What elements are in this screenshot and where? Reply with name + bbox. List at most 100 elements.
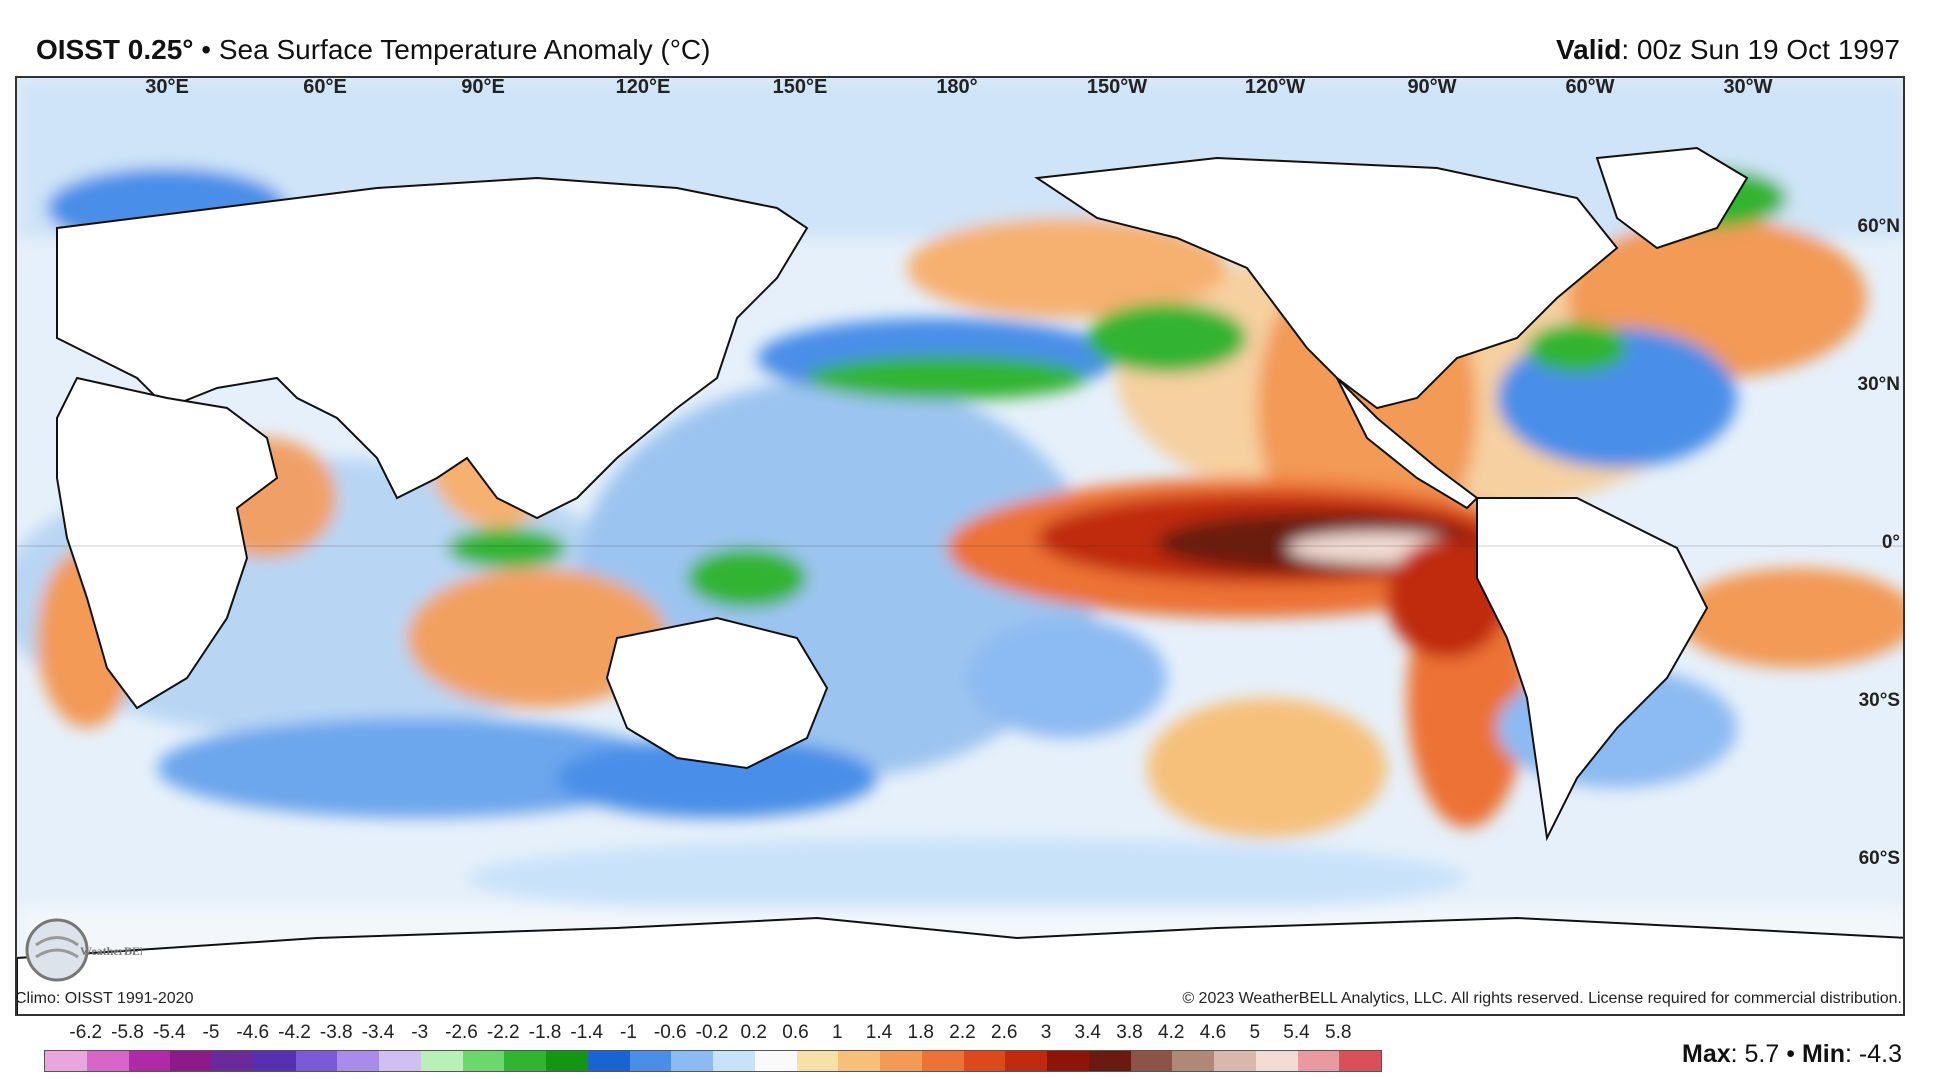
colorbar-swatch [754, 1051, 797, 1071]
colorbar-swatch [796, 1051, 839, 1071]
colorbar-swatch [212, 1051, 254, 1071]
colorbar-tick-label: -6.2 [69, 1022, 103, 1043]
colorbar-tick-label: -5.8 [111, 1022, 144, 1043]
colorbar-tick-label: -3.8 [319, 1022, 353, 1043]
lon-label-30e: 30°E [145, 76, 189, 98]
lon-label-60e: 60°E [303, 76, 347, 98]
colorbar-tick-label: -1.8 [528, 1022, 562, 1043]
colorbar [44, 1050, 1382, 1072]
min-label: Min [1801, 1040, 1846, 1068]
colorbar-tick-labels: -6.2 -5.8 -5.4 -5 -4.6 -4.2 -3.8 -3.4 -3 -2.6 -2.2… [22, 1022, 1392, 1048]
colorbar-swatch [1088, 1051, 1131, 1071]
lat-label-60s: 60°S [1858, 848, 1900, 869]
colorbar-tick-label: -0.2 [695, 1022, 729, 1043]
map-panel[interactable] [15, 76, 1905, 1016]
colorbar-swatch [1047, 1051, 1089, 1071]
colorbar-tick-label: 2.6 [991, 1022, 1018, 1043]
colorbar-swatch [713, 1051, 755, 1071]
colorbar-tick-label: -3.4 [361, 1022, 395, 1043]
lon-label-120w: 120°W [1244, 76, 1306, 98]
valid-time: Valid: 00z Sun 19 Oct 1997 [1556, 34, 1900, 66]
title-separator: • [201, 34, 212, 65]
colorbar-swatch [253, 1051, 296, 1071]
colorbar-swatch [504, 1051, 546, 1071]
colorbar-swatch [462, 1051, 505, 1071]
max-label: Max [1682, 1040, 1731, 1068]
colorbar-swatch [1255, 1051, 1298, 1071]
colorbar-swatch [86, 1051, 129, 1071]
colorbar-tick-label: 0.6 [782, 1022, 809, 1043]
colorbar-swatch [629, 1051, 672, 1071]
max-min-stats: Max: 5.7 • Min: -4.3 [1682, 1040, 1902, 1069]
valid-value: : 00z Sun 19 Oct 1997 [1621, 34, 1900, 65]
colorbar-swatch [170, 1051, 212, 1071]
colorbar-tick-label: 1 [831, 1022, 843, 1043]
colorbar-tick-label: 4.6 [1199, 1022, 1227, 1043]
lon-label-150w: 150°W [1086, 76, 1148, 98]
colorbar-tick-label: -2.2 [486, 1022, 520, 1043]
colorbar-tick-label: 3.8 [1116, 1022, 1143, 1043]
colorbar-tick-label: 5.4 [1283, 1022, 1310, 1043]
colorbar-swatch [1130, 1051, 1173, 1071]
colorbar-tick-label: 3.4 [1074, 1022, 1101, 1043]
lat-label-equator: 0° [1881, 532, 1900, 553]
colorbar-swatch [379, 1051, 421, 1071]
colorbar-tick-label: -1 [620, 1022, 637, 1043]
lon-label-150e: 150°E [772, 76, 828, 98]
colorbar-tick-label: 5 [1249, 1022, 1261, 1043]
colorbar-swatch [838, 1051, 880, 1071]
colorbar-tick-label: 3 [1040, 1022, 1052, 1043]
colorbar-swatch [128, 1051, 171, 1071]
colorbar-swatch [337, 1051, 379, 1071]
svg-text:WeatherBELL: WeatherBELL [80, 944, 142, 958]
min-value: : -4.3 [1845, 1040, 1902, 1068]
australia-landmass [605, 616, 829, 770]
lat-label-30n: 30°N [1857, 374, 1900, 395]
africa-landmass [56, 376, 279, 710]
central-america-landmass [1336, 377, 1479, 510]
colorbar-tick-label: 4.2 [1158, 1022, 1185, 1043]
lon-label-120e: 120°E [615, 76, 671, 98]
colorbar-swatch [1297, 1051, 1340, 1071]
colorbar-tick-label: 1.4 [865, 1022, 893, 1043]
colorbar-tick-label: -4.6 [236, 1022, 270, 1043]
colorbar-swatch [1172, 1051, 1214, 1071]
map-title: OISST 0.25° • Sea Surface Temperature An… [36, 34, 710, 66]
colorbar-tick-label: 1.8 [907, 1022, 934, 1043]
colorbar-swatch [295, 1051, 338, 1071]
colorbar-tick-label: 0.2 [740, 1022, 767, 1043]
lat-label-30s: 30°S [1858, 690, 1900, 711]
weatherbell-logo: WeatherBELL [25, 918, 142, 982]
variable-description: Sea Surface Temperature Anomaly (°C) [218, 34, 711, 65]
max-value: : 5.7 [1730, 1040, 1780, 1068]
lon-label-60w: 60°W [1565, 76, 1615, 98]
colorbar-tick-label: 2.2 [949, 1022, 976, 1043]
colorbar-swatch [45, 1051, 87, 1071]
product-name: OISST 0.25° [36, 34, 194, 65]
colorbar-swatch [1214, 1051, 1256, 1071]
eurasia-landmass [56, 176, 809, 520]
colorbar-swatch [1339, 1051, 1381, 1071]
colorbar-swatch [921, 1051, 964, 1071]
colorbar-swatch [587, 1051, 630, 1071]
colorbar-tick-label: -4.2 [278, 1022, 311, 1043]
colorbar-tick-label: -0.6 [653, 1022, 687, 1043]
colorbar-swatch [671, 1051, 713, 1071]
colorbar-swatch [1005, 1051, 1047, 1071]
sst-anomaly-map [17, 78, 1903, 1014]
colorbar-tick-label: -2.6 [445, 1022, 478, 1043]
colorbar-tick-label: 5.8 [1325, 1022, 1352, 1043]
copyright-notice: © 2023 WeatherBELL Analytics, LLC. All r… [1182, 990, 1902, 1007]
greenland-landmass [1595, 146, 1749, 250]
colorbar-tick-label: -1.4 [570, 1022, 604, 1043]
lon-label-90e: 90°E [461, 76, 505, 98]
colorbar-tick-label: -5.4 [152, 1022, 186, 1043]
south-america-landmass [1476, 497, 1709, 842]
valid-label: Valid [1555, 34, 1622, 65]
land-masses-outline [17, 146, 1903, 1014]
north-america-landmass [1034, 156, 1619, 410]
colorbar-swatch [963, 1051, 1006, 1071]
header: OISST 0.25° • Sea Surface Temperature An… [0, 0, 1936, 76]
colorbar-tick-label: -5 [202, 1022, 220, 1043]
colorbar-swatch [880, 1051, 922, 1071]
